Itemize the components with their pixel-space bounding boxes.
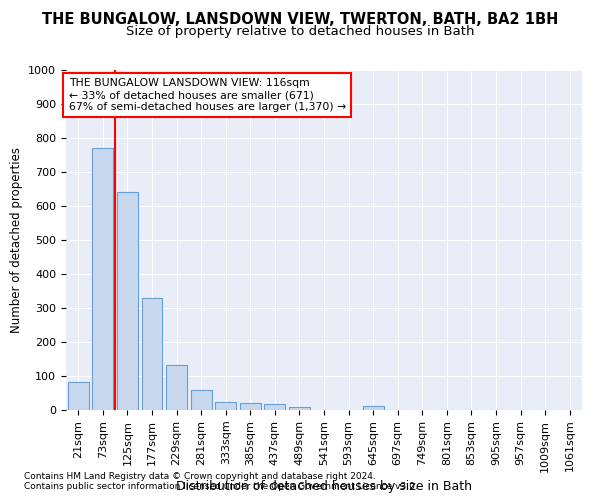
Text: Contains HM Land Registry data © Crown copyright and database right 2024.: Contains HM Land Registry data © Crown c…	[24, 472, 376, 481]
Bar	[68, 382, 89, 410]
Bar	[117, 192, 138, 410]
Bar	[92, 148, 113, 410]
Bar	[215, 402, 236, 410]
Y-axis label: Number of detached properties: Number of detached properties	[10, 147, 23, 333]
Bar	[142, 298, 163, 410]
Bar	[289, 406, 310, 410]
Bar	[362, 406, 383, 410]
Text: THE BUNGALOW LANSDOWN VIEW: 116sqm
← 33% of detached houses are smaller (671)
67: THE BUNGALOW LANSDOWN VIEW: 116sqm ← 33%…	[68, 78, 346, 112]
Bar	[240, 402, 261, 410]
Text: Size of property relative to detached houses in Bath: Size of property relative to detached ho…	[126, 25, 474, 38]
Bar	[265, 404, 286, 410]
Text: Contains public sector information licensed under the Open Government Licence v3: Contains public sector information licen…	[24, 482, 418, 491]
Bar	[191, 390, 212, 410]
Text: THE BUNGALOW, LANSDOWN VIEW, TWERTON, BATH, BA2 1BH: THE BUNGALOW, LANSDOWN VIEW, TWERTON, BA…	[42, 12, 558, 28]
Bar	[166, 365, 187, 410]
X-axis label: Distribution of detached houses by size in Bath: Distribution of detached houses by size …	[176, 480, 472, 493]
